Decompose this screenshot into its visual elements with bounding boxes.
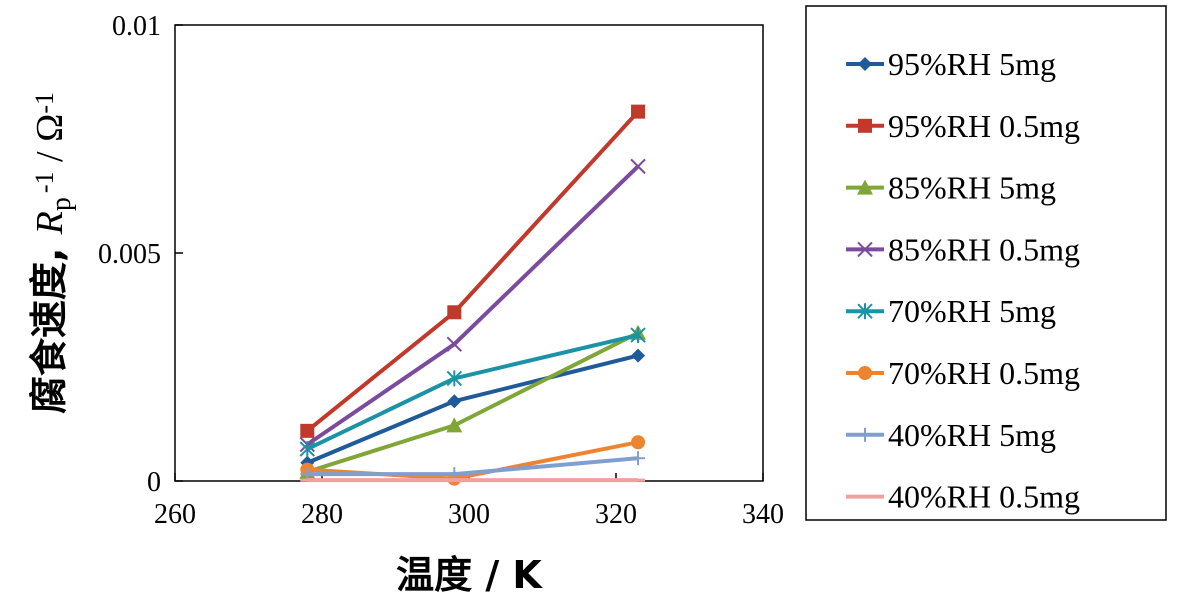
data-point: [299, 441, 316, 458]
x-tick-label: 280: [301, 499, 343, 530]
data-point: [858, 118, 872, 133]
data-point: [630, 327, 646, 344]
series-3: [299, 324, 647, 479]
y-tick-label: 0.005: [98, 239, 161, 270]
data-point: [858, 57, 872, 71]
data-point: [446, 417, 463, 433]
series-line: [306, 110, 640, 433]
series-7: [300, 451, 646, 482]
data-point: [447, 394, 462, 409]
data-point: [858, 427, 872, 442]
data-point: [631, 348, 646, 363]
data-point: [446, 370, 463, 387]
legend-item: 85%RH 5mg: [846, 170, 1056, 206]
x-axis-title: 温度 / K: [396, 553, 543, 597]
legend-item: 70%RH 5mg: [846, 293, 1056, 329]
x-tick-label: 300: [448, 499, 490, 530]
data-point: [300, 423, 315, 438]
data-point: [857, 179, 873, 195]
x-tick-label: 320: [595, 499, 637, 530]
x-tick-label: 340: [742, 499, 784, 530]
legend-item: 70%RH 0.5mg: [846, 355, 1080, 391]
legend-label: 85%RH 0.5mg: [888, 231, 1080, 267]
series-2: [300, 104, 646, 438]
y-axis-title: 腐食速度, Rp-1 / Ω-1: [27, 92, 77, 414]
data-point: [631, 104, 646, 119]
data-point: [447, 305, 462, 320]
legend-item: 95%RH 0.5mg: [846, 108, 1080, 144]
x-tick-label: 260: [154, 499, 196, 530]
legend-label: 40%RH 5mg: [888, 417, 1056, 453]
legend-item: 85%RH 0.5mg: [846, 231, 1080, 267]
data-point: [446, 336, 463, 352]
legend-label: 95%RH 5mg: [888, 46, 1056, 82]
plot-area: [174, 24, 764, 482]
legend-label: 40%RH 0.5mg: [888, 479, 1080, 515]
data-point: [858, 366, 872, 380]
series-4: [299, 158, 646, 453]
data-point: [857, 241, 873, 258]
legend-label: 70%RH 5mg: [888, 293, 1056, 329]
data-point: [630, 158, 646, 175]
y-tick-label: 0: [147, 467, 161, 498]
data-point: [631, 451, 646, 466]
legend-label: 95%RH 0.5mg: [888, 108, 1080, 144]
data-point: [857, 303, 873, 320]
series-line: [306, 164, 640, 447]
legend-label: 85%RH 5mg: [888, 170, 1056, 206]
legend-label: 70%RH 0.5mg: [888, 355, 1080, 391]
series-5: [299, 327, 646, 458]
legend-item: 40%RH 5mg: [846, 417, 1056, 453]
y-tick-label: 0.01: [112, 11, 161, 42]
legend-item: 95%RH 5mg: [846, 46, 1056, 82]
legend-item: 40%RH 0.5mg: [846, 479, 1080, 515]
data-point: [631, 435, 646, 450]
